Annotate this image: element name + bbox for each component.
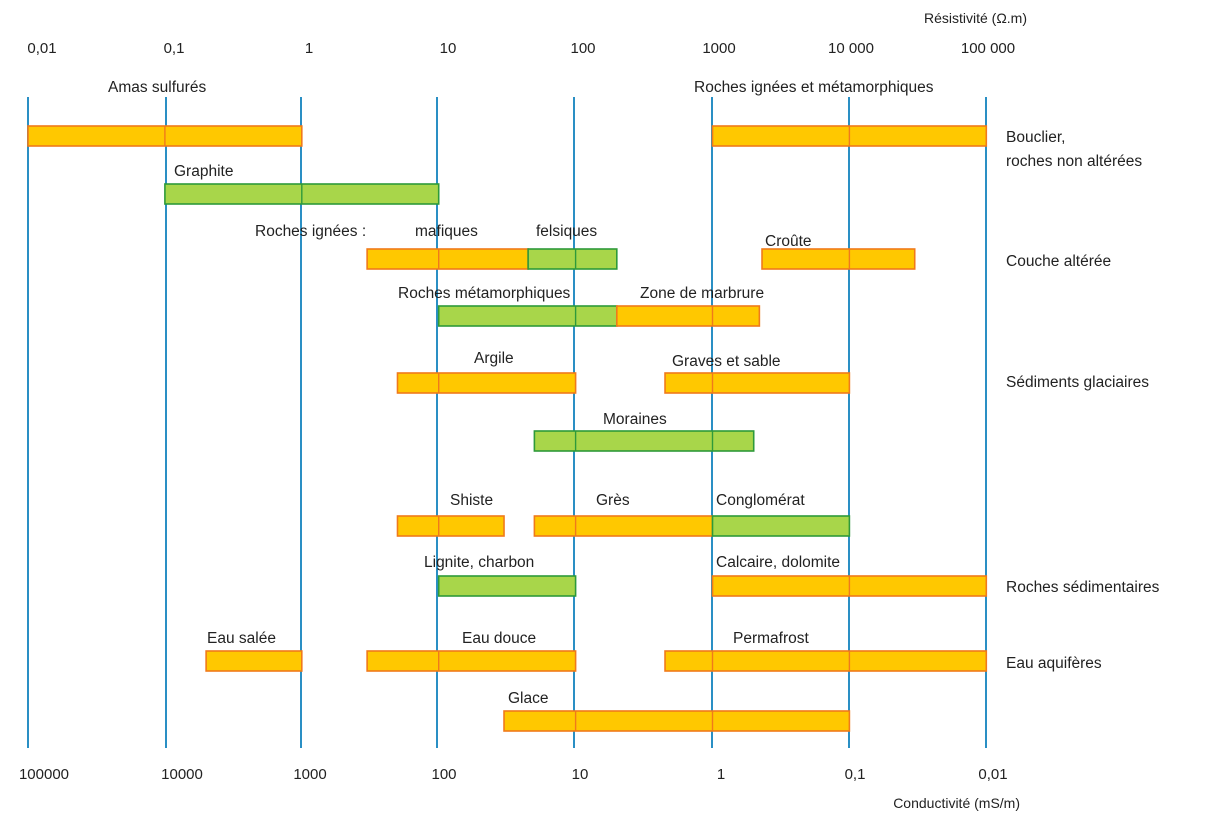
material-label: Lignite, charbon [424,554,534,571]
material-labels: Amas sulfurés Roches ignées et métamorph… [108,79,934,707]
resistivity-tick-label: 10 [440,40,457,57]
conductivity-tick-label: 1 [717,766,725,783]
bar-rect [503,710,851,732]
group-label: Bouclier, [1006,129,1065,146]
conductivity-tick-label: 10 [572,766,589,783]
bar-amas-sulfures [27,125,303,147]
bar-argile [396,372,577,394]
resistivity-tick-label: 1 [305,40,313,57]
grid-lines [27,97,987,748]
material-label: mafiques [415,223,478,240]
bar-rect [366,248,529,270]
conductivity-tick-label: 0,01 [978,766,1007,783]
bar-rect [437,575,577,597]
bar-calcaire-dolomite [711,575,988,597]
bar-graphite [164,183,440,205]
resistivity-axis-title: Résistivité (Ω.m) [924,10,1027,26]
material-label: Grès [596,492,630,509]
conductivity-tick-label: 100000 [19,766,69,783]
bar-rect [664,372,851,394]
bar-gres [533,515,714,537]
group-label: roches non altérées [1006,153,1142,170]
resistivity-tick-label: 0,1 [164,40,185,57]
material-label: Permafrost [733,630,809,647]
conductivity-tick-label: 1000 [293,766,326,783]
bar-eau-salee [205,650,303,672]
resistivity-tick-label: 10 000 [828,40,874,57]
conductivity-tick-label: 100 [431,766,456,783]
bar-mafiques [366,248,529,270]
bar-croute [761,248,916,270]
resistivity-tick-label: 0,01 [27,40,56,57]
bar-zone-de-marbrure [616,305,761,327]
bar-conglomerat [711,515,851,537]
conductivity-tick-label: 0,1 [845,766,866,783]
material-label: Graphite [174,163,233,180]
bar-rect [205,650,303,672]
bar-rect [527,248,618,270]
material-label: Croûte [765,233,812,250]
bar-rect [616,305,761,327]
material-label: Calcaire, dolomite [716,554,840,571]
bar-eau-douce [366,650,577,672]
bar-roches-ignees-metamorphiques [711,125,988,147]
bar-rect [437,305,618,327]
material-label: Graves et sable [672,353,781,370]
conductivity-ticks: 100000 10000 1000 100 10 1 0,1 0,01 [19,766,1008,783]
material-label: Shiste [450,492,493,509]
material-label: Glace [508,690,549,707]
resistivity-tick-label: 1000 [702,40,735,57]
bar-rect [396,515,505,537]
group-label: Roches sédimentaires [1006,579,1160,596]
material-label: felsiques [536,223,597,240]
material-label: Moraines [603,411,667,428]
bar-shiste [396,515,505,537]
bar-rect [533,515,714,537]
bar-rect [761,248,916,270]
bar-moraines [533,430,755,452]
material-label: Argile [474,350,514,367]
bar-rect [664,650,988,672]
material-label: Eau douce [462,630,536,647]
bar-permafrost [664,650,988,672]
bar-felsiques [527,248,618,270]
conductivity-tick-label: 10000 [161,766,203,783]
material-label: Roches ignées et métamorphiques [694,79,934,96]
bar-rect [396,372,577,394]
bar-glace [503,710,851,732]
range-bars [27,125,988,732]
material-label: Roches métamorphiques [398,285,571,302]
bar-roches-metamorphiques [437,305,618,327]
material-label: Conglomérat [716,492,805,509]
bar-rect [366,650,577,672]
material-label: Eau salée [207,630,276,647]
conductivity-axis-title: Conductivité (mS/m) [893,795,1020,811]
resistivity-tick-label: 100 000 [961,40,1015,57]
material-label: Roches ignées : [255,223,366,240]
bar-rect [711,515,851,537]
material-label: Amas sulfurés [108,79,206,96]
group-labels: Bouclier, roches non altérées Couche alt… [1006,129,1160,672]
bar-graves-et-sable [664,372,851,394]
group-label: Couche altérée [1006,253,1111,270]
material-label: Zone de marbrure [640,285,764,302]
bar-lignite-charbon [437,575,577,597]
resistivity-tick-label: 100 [570,40,595,57]
group-label: Eau aquifères [1006,655,1102,672]
group-label: Sédiments glaciaires [1006,374,1149,391]
bar-rect [533,430,755,452]
resistivity-ticks: 0,01 0,1 1 10 100 1000 10 000 100 000 [27,40,1015,57]
